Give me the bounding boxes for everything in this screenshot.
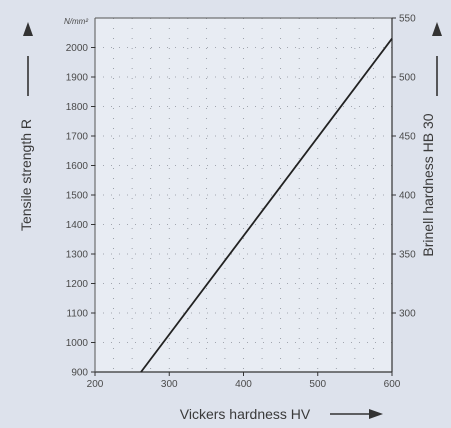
tick-labels: 200 300 400 500 600 900 1000 1100 1200 1300 1400 15…: [66, 14, 416, 391]
right-tick-label: 400: [399, 191, 416, 202]
left-tick-label: 1700: [66, 132, 89, 143]
left-tick-label: 1400: [66, 220, 89, 231]
x-axis-arrow: [330, 409, 383, 419]
left-axis-title: Tensile strength R: [18, 119, 34, 231]
right-tick-label: 300: [399, 309, 416, 320]
left-tick-label: 900: [71, 368, 88, 379]
left-axis-arrow: [23, 22, 33, 96]
series-lines: [140, 38, 393, 373]
left-tick-label: 1800: [66, 102, 89, 113]
x-tick-label: 200: [87, 379, 104, 390]
right-tick-label: 350: [399, 250, 416, 261]
left-tick-label: 1500: [66, 191, 89, 202]
left-tick-label: 1300: [66, 250, 89, 261]
left-tick-label: 1000: [66, 338, 89, 349]
left-tick-label: 1100: [66, 309, 88, 320]
right-tick-label: 450: [399, 132, 416, 143]
x-tick-label: 600: [384, 379, 401, 390]
x-axis-title: Vickers hardness HV: [180, 406, 311, 422]
left-tick-label: 1600: [66, 161, 89, 172]
left-tick-label: 2000: [66, 43, 89, 54]
right-axis-title: Brinell hardness HB 30: [420, 113, 436, 256]
x-tick-label: 500: [309, 379, 326, 390]
x-tick-label: 300: [161, 379, 178, 390]
right-tick-label: 550: [399, 14, 416, 25]
series-line: [140, 38, 393, 373]
x-tick-label: 400: [235, 379, 252, 390]
right-tick-label: 500: [399, 73, 416, 84]
left-tick-label: 1200: [66, 279, 89, 290]
plot-area: [95, 18, 392, 372]
left-tick-label: 1900: [66, 73, 89, 84]
right-axis-arrow: [432, 22, 442, 96]
y-unit-label: N/mm²: [64, 17, 88, 26]
